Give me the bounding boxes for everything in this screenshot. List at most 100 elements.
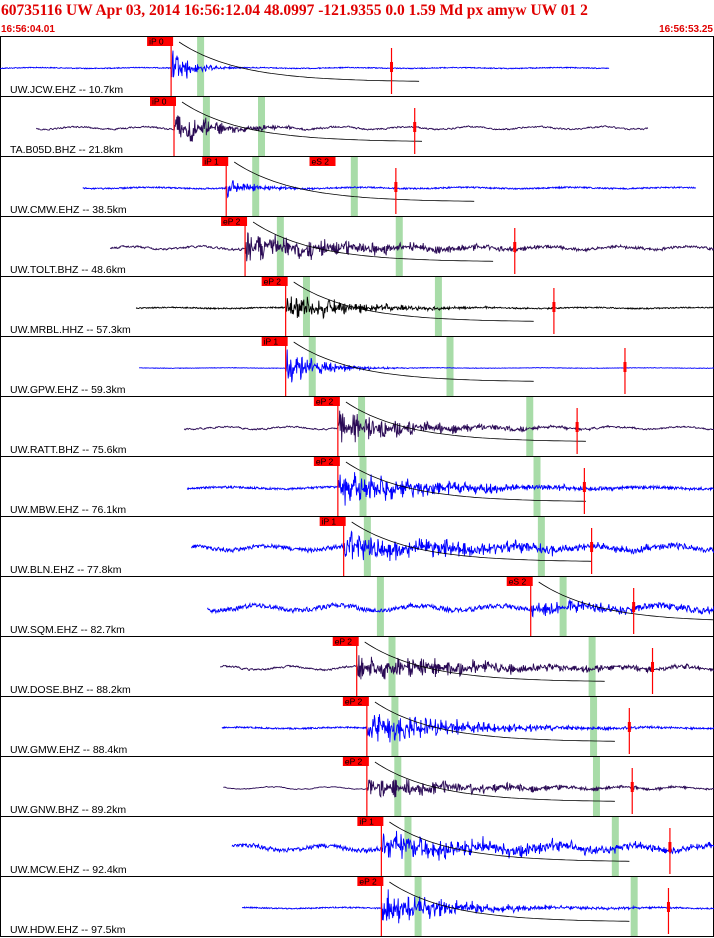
pick-label: eP 2: [264, 277, 282, 287]
pick-label: eP 2: [335, 637, 353, 647]
coda-window: [197, 37, 205, 96]
pick-box: [150, 97, 177, 106]
time-end-label: 16:56:53.25: [659, 24, 713, 35]
station-panel: iP 1 UW.GPW.EHZ -- 59.3km: [0, 336, 714, 396]
seismic-trace: [207, 599, 714, 618]
station-panel: eP 2 UW.RATT.BHZ -- 75.6km: [0, 396, 714, 456]
pick-label: iP 1: [204, 157, 219, 167]
station-label: UW.DOSE.BHZ -- 88.2km: [10, 684, 131, 696]
pick-box: [147, 37, 174, 46]
station-label: UW.TOLT.BHZ -- 48.6km: [10, 264, 126, 276]
pick-box: [261, 277, 288, 286]
station-label: UW.GPW.EHZ -- 59.3km: [10, 384, 126, 396]
station-panel: iP 1 UW.BLN.EHZ -- 77.8km: [0, 516, 714, 576]
s-pick-box: [309, 157, 336, 166]
coda-window: [590, 697, 598, 756]
pick-box: [313, 397, 340, 406]
coda-window: [376, 577, 384, 636]
station-panel: iP 1 eS 2 UW.CMW.EHZ -- 38.5km: [0, 156, 714, 216]
coda-window: [537, 517, 545, 576]
duration-tick: [575, 422, 579, 432]
station-label: UW.BLN.EHZ -- 77.8km: [10, 564, 122, 576]
coda-decay-curve: [364, 641, 605, 682]
coda-window: [630, 877, 638, 936]
station-panel: iP 0 UW.JCW.EHZ -- 10.7km: [0, 37, 610, 96]
coda-decay-curve: [181, 101, 423, 142]
pick-label: eS 2: [509, 577, 527, 587]
pick-box: [506, 577, 533, 586]
station-panel: eP 2 UW.MBW.EHZ -- 76.1km: [0, 456, 714, 516]
coda-decay-curve: [345, 461, 586, 502]
time-start-label: 16:56:04.01: [1, 24, 55, 35]
coda-window: [359, 457, 367, 516]
coda-decay-curve: [293, 341, 534, 382]
coda-decay-curve: [345, 401, 586, 442]
pick-label: eP 2: [345, 697, 363, 707]
station-panel: eP 2 UW.HDW.EHZ -- 97.5km: [0, 876, 714, 936]
coda-decay-curve: [538, 581, 714, 621]
station-panel: eP 2 UW.GMW.EHZ -- 88.4km: [0, 696, 714, 756]
station-label: UW.MRBL.HHZ -- 57.3km: [10, 324, 131, 336]
coda-decay-curve: [233, 161, 475, 202]
duration-tick: [651, 662, 655, 672]
pick-label: iP 1: [322, 517, 337, 527]
pick-box: [261, 337, 288, 346]
s-pick-label: eS 2: [312, 157, 330, 167]
station-label: UW.HDW.EHZ -- 97.5km: [10, 924, 126, 936]
pick-box: [342, 697, 369, 706]
station-panel: iP 1 UW.MCW.EHZ -- 92.4km: [0, 816, 714, 876]
duration-tick: [623, 362, 627, 372]
seismic-trace: [109, 232, 714, 262]
seismic-trace: [241, 889, 714, 924]
seismic-trace: [191, 530, 714, 562]
duration-tick: [627, 722, 631, 732]
pick-label: eP 2: [316, 457, 334, 467]
seismic-trace: [231, 830, 714, 861]
station-panel: eS 2 UW.SQM.EHZ -- 82.7km: [0, 576, 714, 636]
duration-tick: [552, 302, 556, 312]
coda-window: [358, 397, 366, 456]
seismic-trace: [186, 472, 714, 506]
station-label: UW.JCW.EHZ -- 10.7km: [10, 84, 123, 96]
seismic-trace: [0, 50, 610, 79]
coda-decay-curve: [374, 701, 615, 742]
pick-label: iP 1: [359, 817, 374, 827]
coda-window: [526, 397, 534, 456]
pick-box: [221, 217, 248, 226]
pick-box: [342, 757, 369, 766]
pick-box: [357, 877, 384, 886]
coda-window: [559, 577, 567, 636]
station-panel: eP 2 UW.GNW.BHZ -- 89.2km: [0, 756, 714, 816]
station-panel: eP 2 UW.DOSE.BHZ -- 88.2km: [0, 636, 714, 696]
station-panel: eP 2 UW.MRBL.HHZ -- 57.3km: [0, 276, 714, 336]
duration-tick: [630, 782, 634, 792]
seismic-trace: [135, 296, 714, 320]
station-label: UW.MCW.EHZ -- 92.4km: [10, 864, 127, 876]
pick-box: [319, 517, 346, 526]
coda-window: [414, 877, 422, 936]
coda-decay-curve: [389, 881, 630, 922]
pick-label: iP 0: [149, 37, 164, 47]
event-header: 60735116 UW Apr 03, 2014 16:56:12.04 48.…: [0, 0, 714, 24]
duration-tick: [582, 482, 586, 492]
seismic-trace: [138, 349, 714, 383]
pick-label: iP 1: [264, 337, 279, 347]
pick-label: eP 2: [345, 757, 363, 767]
station-label: TA.B05D.BHZ -- 21.8km: [10, 144, 123, 156]
pick-box: [332, 637, 359, 646]
pick-label: eP 2: [316, 397, 334, 407]
seismic-trace: [221, 714, 714, 743]
seismic-trace: [220, 655, 714, 680]
seismic-trace: [183, 410, 714, 443]
duration-tick: [390, 62, 394, 72]
coda-decay-curve: [389, 821, 630, 862]
duration-tick: [513, 242, 517, 252]
coda-window: [446, 337, 454, 396]
duration-tick: [632, 602, 636, 612]
station-label: UW.MBW.EHZ -- 76.1km: [10, 504, 126, 516]
station-label: UW.CMW.EHZ -- 38.5km: [10, 204, 127, 216]
station-label: UW.GNW.BHZ -- 89.2km: [10, 804, 126, 816]
seismic-trace: [82, 180, 697, 199]
event-title: 60735116 UW Apr 03, 2014 16:56:12.04 48.…: [1, 2, 588, 19]
pick-box: [357, 817, 384, 826]
